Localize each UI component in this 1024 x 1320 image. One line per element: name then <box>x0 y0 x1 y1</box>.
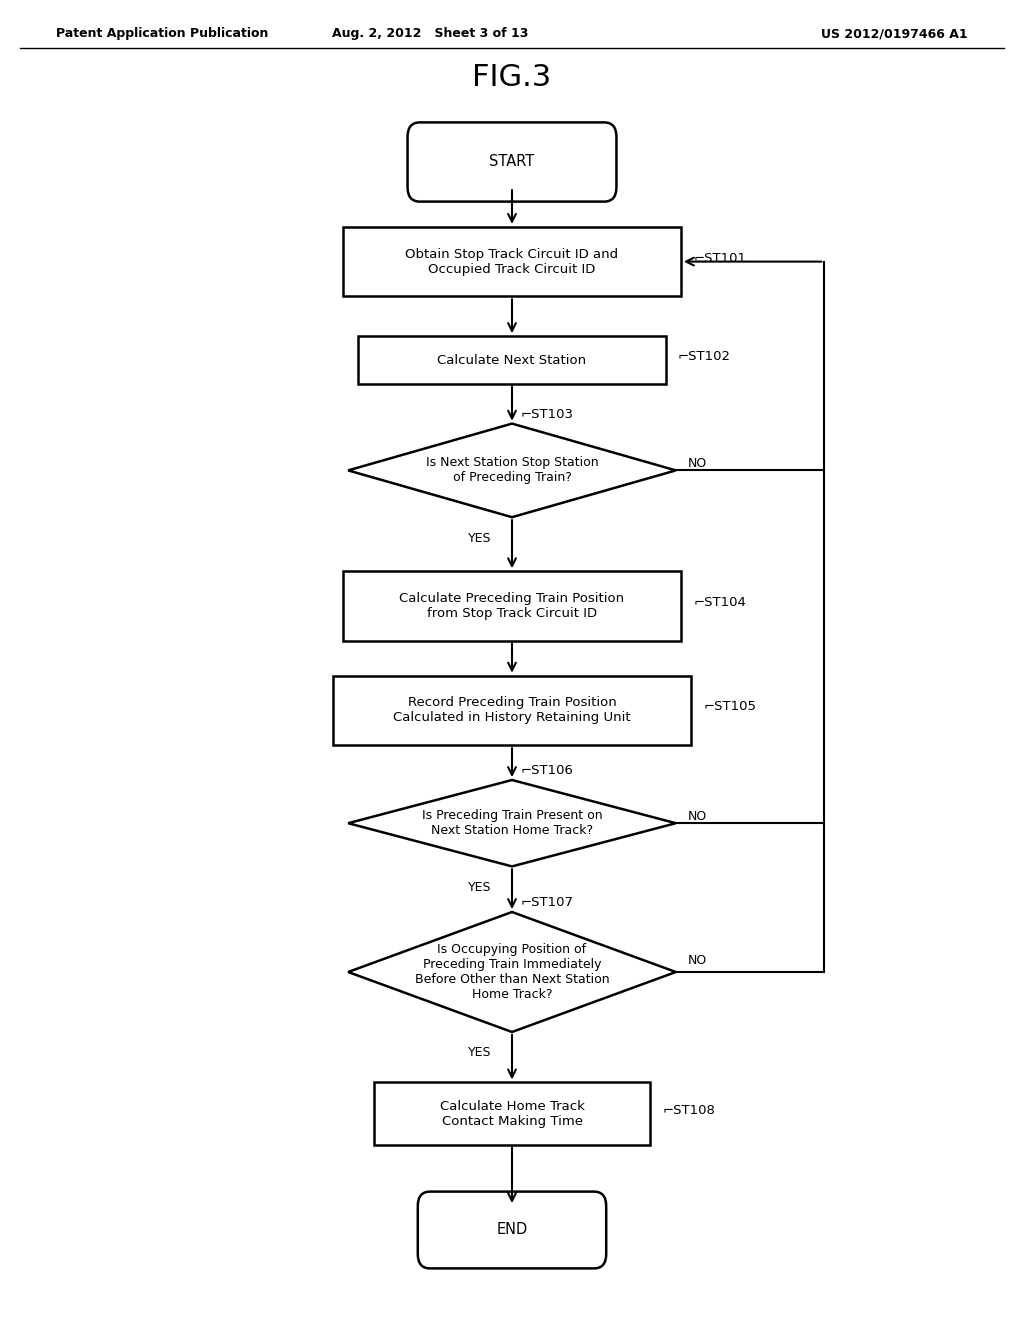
Text: ⌐ST106: ⌐ST106 <box>520 764 573 777</box>
Polygon shape <box>348 424 676 517</box>
Text: Record Preceding Train Position
Calculated in History Retaining Unit: Record Preceding Train Position Calculat… <box>393 697 631 725</box>
Text: ⌐ST102: ⌐ST102 <box>678 350 731 363</box>
Text: Obtain Stop Track Circuit ID and
Occupied Track Circuit ID: Obtain Stop Track Circuit ID and Occupie… <box>406 248 618 276</box>
Text: ⌐ST105: ⌐ST105 <box>703 701 757 713</box>
Text: Patent Application Publication: Patent Application Publication <box>56 28 268 40</box>
Text: FIG.3: FIG.3 <box>472 63 552 92</box>
Polygon shape <box>348 912 676 1032</box>
Text: ⌐ST103: ⌐ST103 <box>520 408 573 421</box>
Text: START: START <box>489 154 535 169</box>
Text: ⌐ST101: ⌐ST101 <box>693 252 746 264</box>
Text: NO: NO <box>688 457 708 470</box>
Text: Is Preceding Train Present on
Next Station Home Track?: Is Preceding Train Present on Next Stati… <box>422 809 602 837</box>
Text: Is Occupying Position of
Preceding Train Immediately
Before Other than Next Stat: Is Occupying Position of Preceding Train… <box>415 942 609 1001</box>
Bar <box>343 227 681 297</box>
Text: END: END <box>497 1222 527 1238</box>
Polygon shape <box>348 780 676 866</box>
Text: Calculate Preceding Train Position
from Stop Track Circuit ID: Calculate Preceding Train Position from … <box>399 591 625 620</box>
Text: YES: YES <box>468 532 490 545</box>
Text: NO: NO <box>688 953 708 966</box>
Text: Calculate Next Station: Calculate Next Station <box>437 354 587 367</box>
Bar <box>374 1082 650 1144</box>
Text: ⌐ST107: ⌐ST107 <box>520 896 573 909</box>
Text: ⌐ST104: ⌐ST104 <box>693 595 746 609</box>
Text: YES: YES <box>468 880 490 894</box>
Bar <box>343 572 681 640</box>
FancyBboxPatch shape <box>408 123 616 202</box>
Text: Is Next Station Stop Station
of Preceding Train?: Is Next Station Stop Station of Precedin… <box>426 457 598 484</box>
Text: Aug. 2, 2012   Sheet 3 of 13: Aug. 2, 2012 Sheet 3 of 13 <box>332 28 528 40</box>
Text: YES: YES <box>468 1047 490 1060</box>
Text: US 2012/0197466 A1: US 2012/0197466 A1 <box>821 28 968 40</box>
Bar <box>358 337 666 384</box>
Bar <box>333 676 691 746</box>
Text: NO: NO <box>688 809 708 822</box>
Text: ⌐ST108: ⌐ST108 <box>663 1104 716 1117</box>
FancyBboxPatch shape <box>418 1192 606 1269</box>
Text: Calculate Home Track
Contact Making Time: Calculate Home Track Contact Making Time <box>439 1100 585 1127</box>
